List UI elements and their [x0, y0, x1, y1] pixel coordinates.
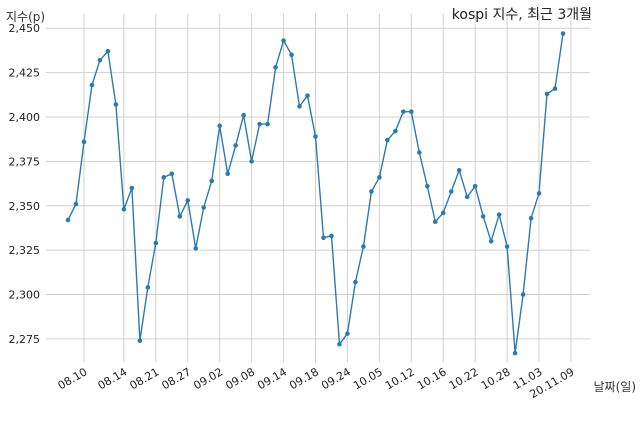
data-point: [401, 109, 406, 114]
data-point: [281, 38, 286, 43]
data-point: [265, 121, 270, 127]
data-point: [472, 183, 478, 189]
data-point: [552, 86, 558, 91]
data-point: [369, 189, 374, 194]
data-point: [496, 212, 502, 217]
data-point: [393, 128, 398, 134]
y-tick-label: 2,425: [9, 67, 41, 80]
data-point: [233, 143, 238, 148]
x-tick-label: 09.24: [319, 365, 353, 392]
y-tick-label: 2,350: [9, 200, 41, 213]
data-point: [217, 123, 222, 129]
data-point: [512, 350, 518, 356]
data-point: [137, 338, 143, 343]
x-tick-label: 10.05: [351, 365, 385, 392]
data-point: [416, 150, 422, 155]
x-tick-label: 09.18: [287, 365, 321, 392]
data-point: [193, 246, 199, 251]
data-point: [177, 214, 183, 219]
data-point: [105, 48, 111, 54]
data-point: [353, 279, 358, 285]
x-tick-label: 10.28: [479, 365, 513, 392]
data-point: [321, 235, 326, 241]
x-tick-label: 08.21: [128, 365, 162, 392]
data-point: [129, 185, 135, 191]
y-tick-label: 2,450: [9, 22, 41, 35]
data-point: [520, 292, 526, 297]
x-tick-label: 08.14: [96, 365, 130, 392]
data-point: [65, 217, 71, 223]
data-point: [560, 31, 566, 36]
data-point: [409, 109, 414, 114]
data-point: [249, 159, 254, 164]
data-point: [448, 189, 454, 194]
y-tick-label: 2,400: [9, 111, 41, 124]
data-point: [337, 341, 342, 347]
data-point: [544, 91, 550, 97]
data-point: [73, 201, 79, 207]
data-point: [145, 285, 151, 290]
x-tick-label: 09.02: [191, 365, 225, 392]
data-point: [97, 57, 103, 63]
x-tick-label: 10.12: [383, 365, 417, 392]
data-point: [113, 102, 119, 107]
data-point: [345, 331, 350, 336]
y-tick-label: 2,275: [9, 333, 41, 346]
y-tick-label: 2,375: [9, 155, 41, 168]
data-point: [456, 167, 462, 173]
data-point: [361, 244, 366, 249]
y-axis-label: 지수(p): [6, 10, 46, 24]
data-point: [169, 171, 175, 177]
data-point: [185, 198, 191, 203]
data-point: [225, 171, 230, 177]
data-point: [273, 64, 278, 70]
data-point: [536, 191, 542, 196]
data-point: [81, 139, 87, 145]
y-tick-label: 2,300: [9, 289, 41, 302]
data-point: [440, 210, 446, 216]
y-tick-label: 2,325: [9, 244, 41, 257]
data-point: [121, 207, 127, 212]
data-point: [241, 112, 246, 118]
x-tick-label: 10.22: [447, 365, 481, 392]
chart-title: kospi 지수, 최근 3개월: [451, 7, 592, 23]
data-point: [432, 219, 438, 225]
data-point: [329, 233, 334, 239]
x-tick-label: 08.27: [159, 365, 193, 392]
x-tick-label: 10.16: [415, 365, 449, 392]
data-point: [201, 205, 207, 210]
data-point: [504, 244, 510, 249]
data-point: [209, 178, 215, 184]
data-point: [385, 137, 390, 143]
x-tick-label: 08.10: [56, 365, 90, 392]
x-tick-label: 09.08: [223, 365, 257, 392]
data-point: [289, 52, 294, 58]
data-point: [480, 214, 486, 219]
data-point: [257, 121, 262, 127]
data-point: [528, 215, 534, 221]
data-point: [464, 194, 470, 200]
x-axis-label: 날짜(일): [593, 380, 636, 394]
data-point: [424, 183, 430, 189]
data-point: [297, 104, 302, 109]
data-point: [153, 240, 159, 246]
data-point: [89, 82, 95, 88]
data-point: [488, 238, 494, 244]
x-tick-label: 09.14: [255, 365, 289, 392]
data-point: [377, 175, 382, 180]
data-point: [161, 175, 167, 180]
data-point: [305, 93, 310, 98]
data-point: [313, 134, 318, 139]
